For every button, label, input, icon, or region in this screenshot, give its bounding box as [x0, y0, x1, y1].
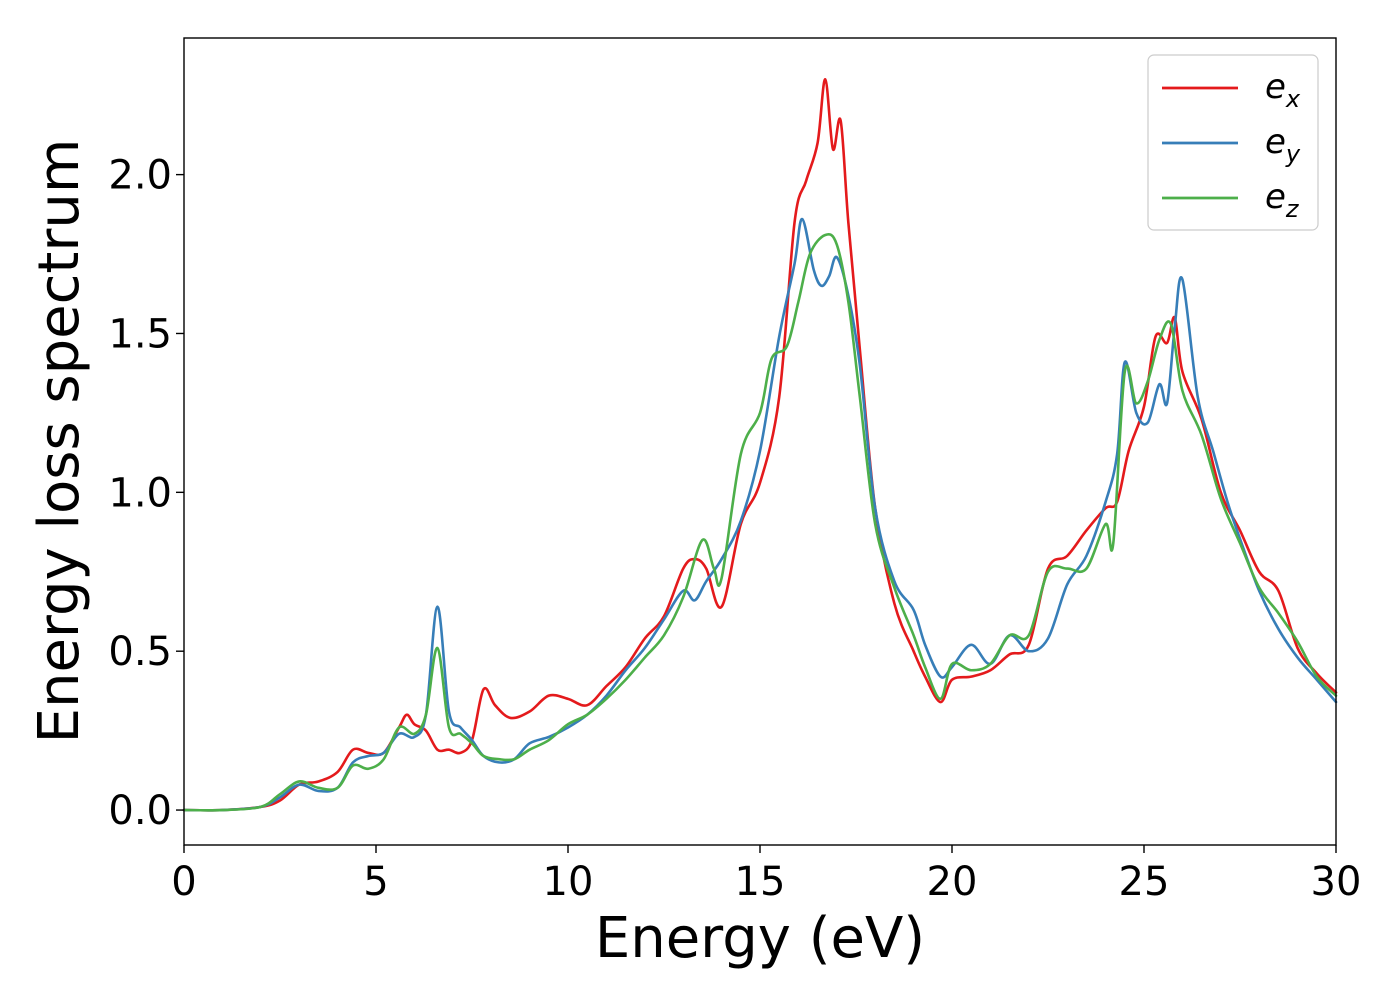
legend-label-y: ey	[1265, 122, 1301, 168]
x-tick-label: 10	[543, 859, 594, 905]
x-axis-ticks: 0 5 10 15 20 25 30	[171, 845, 1361, 905]
x-tick-label: 0	[171, 859, 196, 905]
y-tick-label: 1.5	[108, 311, 172, 357]
y-axis-title: Energy loss spectrum	[27, 139, 92, 744]
x-tick-label: 5	[363, 859, 388, 905]
y-axis-ticks: 0.0 0.5 1.0 1.5 2.0	[108, 153, 184, 834]
legend-label-base: e	[1265, 122, 1286, 162]
legend-label-subscript: x	[1285, 85, 1301, 113]
legend-label-base: e	[1265, 67, 1286, 107]
x-tick-label: 20	[927, 859, 978, 905]
y-tick-label: 0.5	[108, 629, 172, 675]
x-tick-label: 30	[1311, 859, 1362, 905]
y-tick-label: 1.0	[108, 470, 172, 516]
y-tick-label: 0.0	[108, 788, 172, 834]
x-tick-label: 15	[735, 859, 786, 905]
x-axis-title: Energy (eV)	[595, 906, 925, 971]
x-tick-label: 25	[1119, 859, 1170, 905]
legend-label-subscript: y	[1285, 140, 1301, 168]
y-tick-label: 2.0	[108, 153, 172, 199]
series-layer	[182, 77, 1338, 812]
legend-label-base: e	[1265, 177, 1286, 217]
legend-label-subscript: z	[1285, 195, 1300, 223]
plot-background	[184, 38, 1336, 845]
legend-label-z: ez	[1265, 177, 1300, 223]
series-line-z	[182, 232, 1338, 812]
legend-label-x: ex	[1265, 67, 1301, 113]
